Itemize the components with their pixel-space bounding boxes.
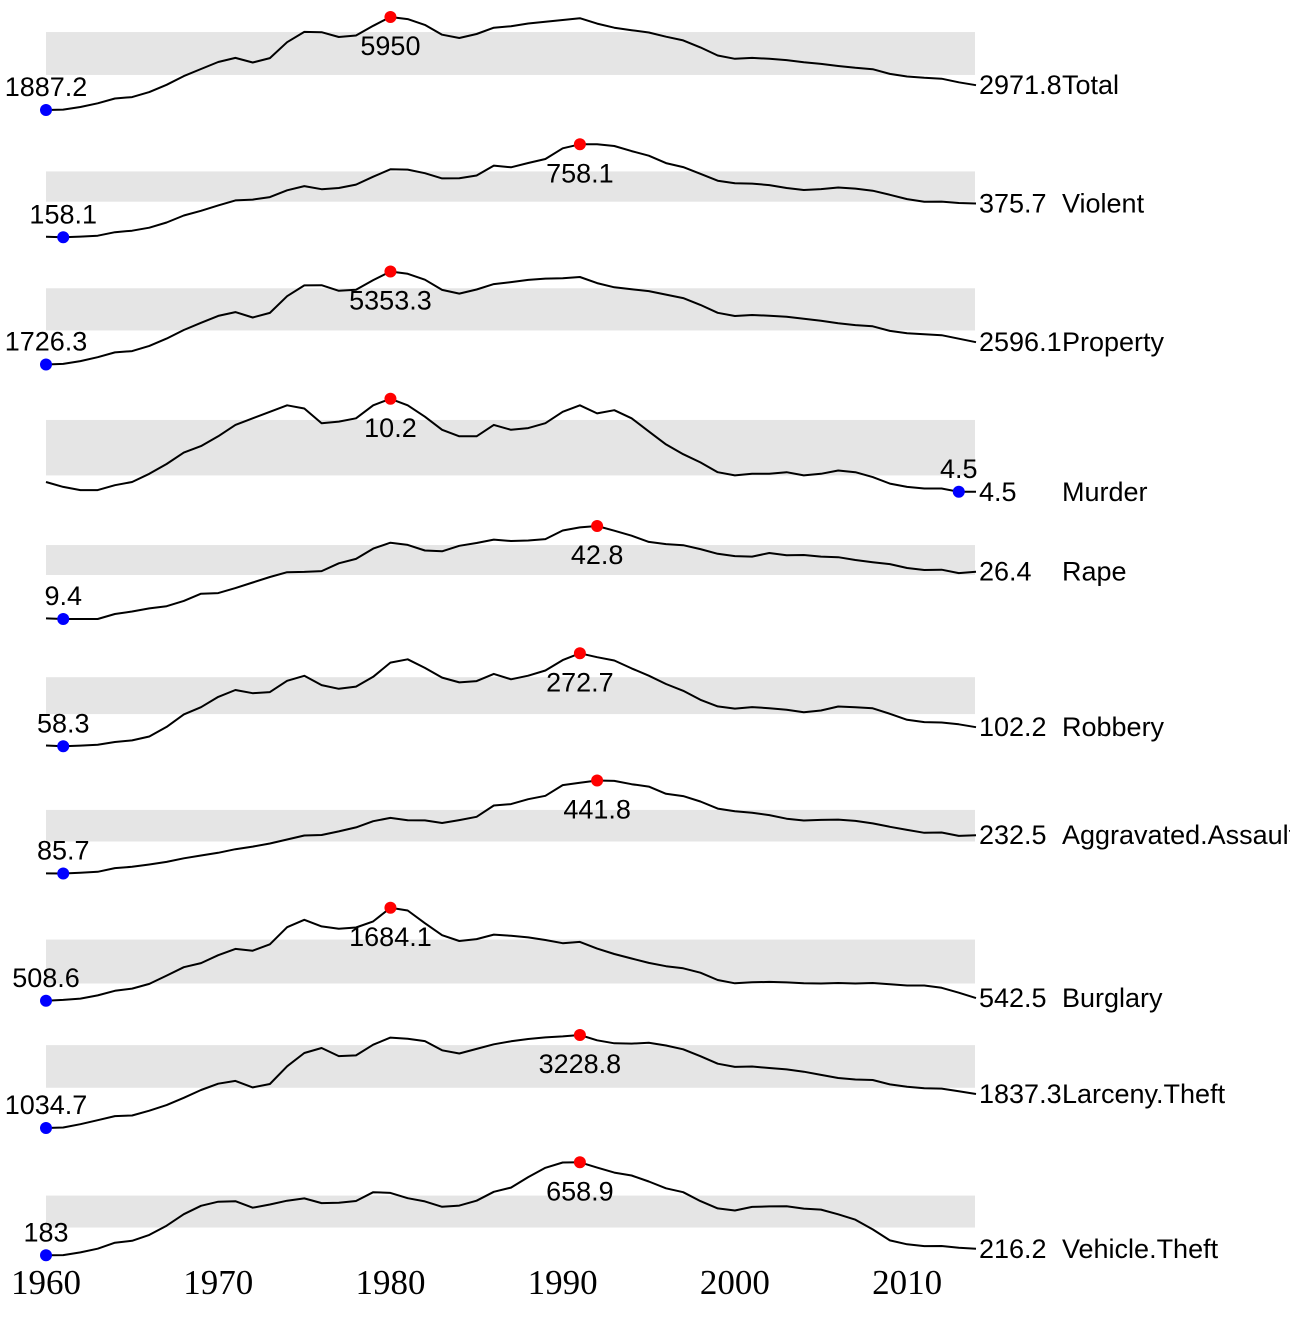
max-dot	[384, 11, 397, 23]
x-axis-tick-label: 1980	[355, 1263, 425, 1302]
series-row-Property: 1726.3 5353.3 2596.1 Property	[5, 265, 1165, 371]
series-name-label: Murder	[1062, 477, 1148, 507]
max-dot	[591, 774, 604, 787]
series-line	[45, 16, 977, 111]
min-dot	[57, 231, 70, 244]
x-axis-tick-label: 2000	[700, 1263, 770, 1302]
min-dot	[40, 104, 52, 116]
max-value-label: 3228.8	[539, 1049, 622, 1079]
iqr-band	[46, 545, 975, 576]
iqr-band	[46, 1195, 975, 1228]
min-dot	[40, 358, 52, 371]
series-line	[45, 652, 977, 748]
series-line	[45, 906, 977, 1002]
series-row-Murder: 4.5 10.2 4.5 Murder	[45, 392, 1148, 507]
end-value-label: 1837.3	[979, 1079, 1062, 1109]
max-value-label: 1684.1	[349, 922, 432, 952]
x-axis-tick-label: 2010	[872, 1263, 942, 1302]
min-value-label: 9.4	[44, 581, 82, 611]
min-value-label: 85.7	[37, 836, 90, 866]
series-line	[45, 270, 977, 366]
max-dot	[384, 392, 397, 405]
max-value-label: 42.8	[571, 540, 624, 570]
x-axis-tick-label: 1970	[183, 1263, 253, 1302]
series-line	[45, 1034, 977, 1129]
series-line	[45, 143, 977, 239]
end-value-label: 4.5	[979, 477, 1017, 507]
min-value-label: 508.6	[12, 963, 80, 993]
series-row-Burglary: 508.6 1684.1 542.5 Burglary	[12, 901, 1163, 1013]
max-dot	[384, 265, 397, 278]
min-value-label: 1034.7	[5, 1090, 88, 1120]
max-value-label: 441.8	[563, 795, 631, 825]
min-dot	[40, 1249, 52, 1262]
series-name-label: Total	[1062, 70, 1119, 100]
min-dot	[952, 485, 965, 498]
max-dot	[573, 1029, 586, 1041]
series-name-label: Larceny.Theft	[1062, 1079, 1226, 1109]
end-value-label: 26.4	[979, 557, 1032, 587]
series-line	[45, 1161, 977, 1257]
iqr-band	[46, 939, 975, 984]
iqr-band	[46, 677, 975, 715]
iqr-band	[46, 288, 975, 331]
series-name-label: Burglary	[1062, 983, 1163, 1013]
iqr-band	[46, 1045, 975, 1088]
series-line	[45, 525, 977, 620]
min-value-label: 158.1	[29, 199, 97, 229]
series-name-label: Robbery	[1062, 712, 1165, 742]
max-dot	[591, 520, 604, 532]
series-row-Robbery: 58.3 272.7 102.2 Robbery	[37, 647, 1165, 753]
max-dot	[573, 138, 586, 151]
series-name-label: Violent	[1062, 189, 1145, 219]
series-name-label: Aggravated.Assault	[1062, 820, 1290, 850]
end-value-label: 2596.1	[979, 327, 1062, 357]
max-dot	[573, 647, 586, 660]
min-value-label: 1726.3	[5, 327, 88, 357]
series-row-Violent: 158.1 758.1 375.7 Violent	[29, 138, 1145, 244]
max-dot	[384, 901, 397, 914]
x-axis-tick-label: 1990	[528, 1263, 598, 1302]
max-value-label: 10.2	[364, 413, 417, 443]
series-name-label: Property	[1062, 327, 1165, 357]
min-dot	[57, 740, 70, 753]
iqr-band	[46, 171, 975, 202]
max-value-label: 5950	[360, 31, 420, 61]
series-row-Vehicle.Theft: 183 658.9 216.2 Vehicle.Theft	[23, 1156, 1219, 1264]
end-value-label: 216.2	[979, 1234, 1047, 1264]
series-line	[45, 397, 976, 493]
series-line	[45, 779, 977, 875]
series-row-Larceny.Theft: 1034.7 3228.8 1837.3 Larceny.Theft	[5, 1029, 1226, 1134]
max-value-label: 272.7	[546, 667, 614, 697]
min-dot	[40, 1122, 52, 1134]
iqr-band	[46, 809, 975, 842]
iqr-band	[46, 32, 975, 75]
min-value-label: 58.3	[37, 708, 90, 738]
series-name-label: Rape	[1062, 557, 1127, 587]
iqr-band	[46, 419, 975, 476]
min-dot	[57, 867, 70, 880]
min-dot	[40, 994, 52, 1007]
end-value-label: 232.5	[979, 820, 1047, 850]
min-value-label: 4.5	[940, 454, 978, 484]
min-value-label: 1887.2	[5, 72, 88, 102]
min-dot	[57, 613, 70, 625]
max-value-label: 658.9	[546, 1176, 614, 1206]
series-row-Rape: 9.4 42.8 26.4 Rape	[44, 520, 1127, 625]
end-value-label: 2971.8	[979, 70, 1062, 100]
series-row-Aggravated.Assault: 85.7 441.8 232.5 Aggravated.Assault	[37, 774, 1290, 880]
max-value-label: 5353.3	[349, 286, 432, 316]
end-value-label: 542.5	[979, 983, 1047, 1013]
end-value-label: 102.2	[979, 712, 1047, 742]
max-value-label: 758.1	[546, 158, 614, 188]
series-name-label: Vehicle.Theft	[1062, 1234, 1219, 1264]
end-value-label: 375.7	[979, 189, 1047, 219]
series-row-Total: 1887.2 5950 2971.8 Total	[5, 11, 1119, 116]
max-dot	[573, 1156, 586, 1169]
min-value-label: 183	[23, 1217, 68, 1247]
x-axis-tick-label: 1960	[11, 1263, 81, 1302]
